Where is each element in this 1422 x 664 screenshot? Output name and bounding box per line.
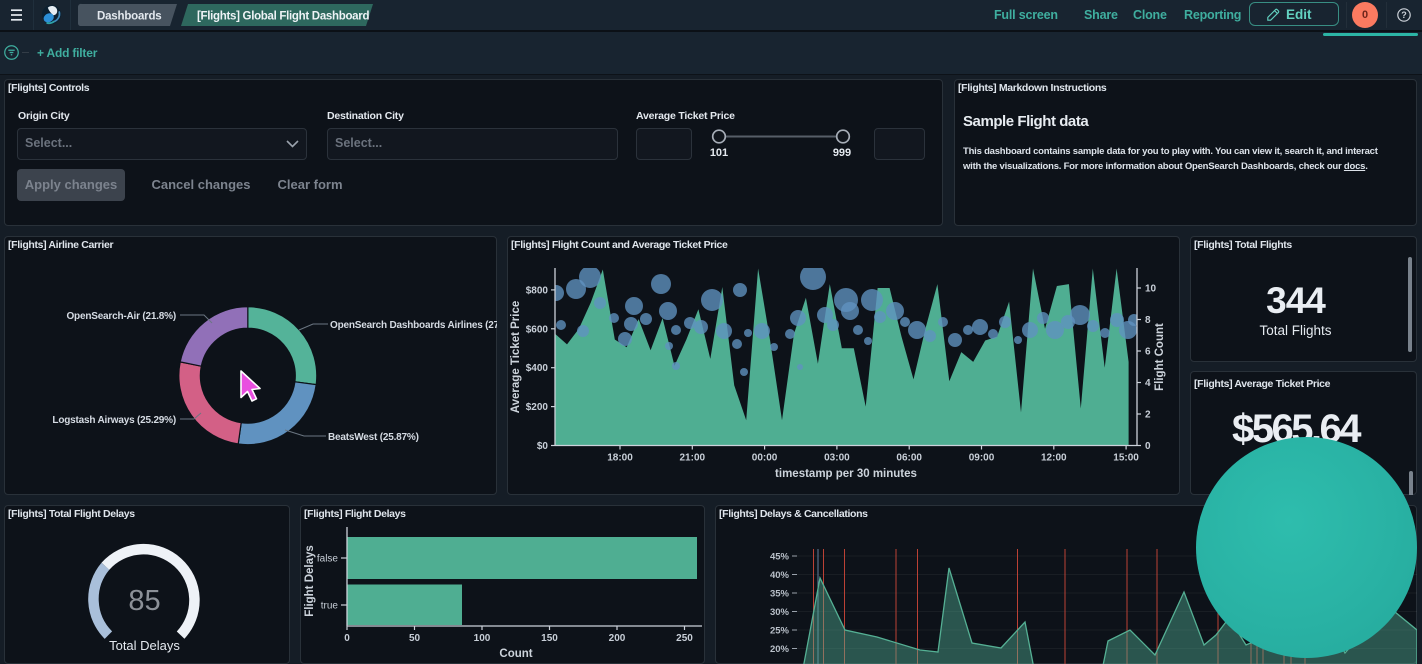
svg-text:$0: $0: [537, 441, 549, 452]
svg-text:100: 100: [474, 633, 491, 644]
svg-text:[Flights] Global Flight Dashbo: [Flights] Global Flight Dashboard: [197, 11, 369, 23]
svg-text:Count: Count: [499, 648, 532, 660]
svg-text:999: 999: [833, 147, 851, 159]
svg-text:03:00: 03:00: [824, 453, 850, 464]
svg-text:150: 150: [541, 633, 558, 644]
svg-text:21:00: 21:00: [680, 453, 706, 464]
svg-text:0: 0: [344, 633, 350, 644]
svg-text:?: ?: [1401, 10, 1407, 20]
svg-text:OpenSearch-Air (21.8%): OpenSearch-Air (21.8%): [66, 311, 176, 322]
svg-text:12:00: 12:00: [1041, 453, 1067, 464]
svg-text:true: true: [321, 601, 339, 612]
svg-text:85: 85: [128, 585, 160, 617]
svg-text:2: 2: [1145, 410, 1151, 421]
svg-text:30%: 30%: [770, 607, 790, 618]
svg-text:$600: $600: [526, 324, 549, 335]
svg-text:Average Ticket Price: Average Ticket Price: [510, 301, 522, 414]
svg-text:Logstash Airways (25.29%): Logstash Airways (25.29%): [52, 415, 176, 426]
svg-text:$200: $200: [526, 402, 549, 413]
svg-text:10: 10: [1145, 284, 1157, 295]
svg-text:$400: $400: [526, 363, 549, 374]
svg-text:false: false: [317, 554, 339, 565]
svg-text:BeatsWest (25.87%): BeatsWest (25.87%): [328, 432, 419, 443]
svg-text:20%: 20%: [770, 644, 790, 655]
svg-text:250: 250: [676, 633, 693, 644]
svg-text:Flight Delays: Flight Delays: [304, 545, 316, 617]
svg-text:4: 4: [1145, 378, 1151, 389]
svg-text:15:00: 15:00: [1113, 453, 1139, 464]
svg-text:Dashboards: Dashboards: [97, 11, 161, 23]
svg-text:6: 6: [1145, 347, 1151, 358]
svg-text:09:00: 09:00: [969, 453, 995, 464]
svg-text:06:00: 06:00: [896, 453, 922, 464]
svg-text:200: 200: [609, 633, 626, 644]
svg-text:35%: 35%: [770, 589, 790, 600]
svg-text:50: 50: [409, 633, 421, 644]
svg-text:$800: $800: [526, 285, 549, 296]
svg-text:18:00: 18:00: [607, 453, 633, 464]
svg-text:45%: 45%: [770, 552, 790, 563]
svg-text:8: 8: [1145, 315, 1151, 326]
svg-text:40%: 40%: [770, 570, 790, 581]
svg-text:0: 0: [1145, 441, 1151, 452]
svg-text:00:00: 00:00: [752, 453, 778, 464]
svg-text:Flight Count: Flight Count: [1154, 323, 1166, 391]
svg-text:timestamp per 30 minutes: timestamp per 30 minutes: [775, 468, 917, 480]
svg-text:Total Delays: Total Delays: [109, 638, 180, 653]
svg-text:25%: 25%: [770, 626, 790, 637]
svg-text:OpenSearch Dashboards Airlines: OpenSearch Dashboards Airlines (27: [330, 320, 497, 331]
svg-text:101: 101: [710, 147, 728, 159]
